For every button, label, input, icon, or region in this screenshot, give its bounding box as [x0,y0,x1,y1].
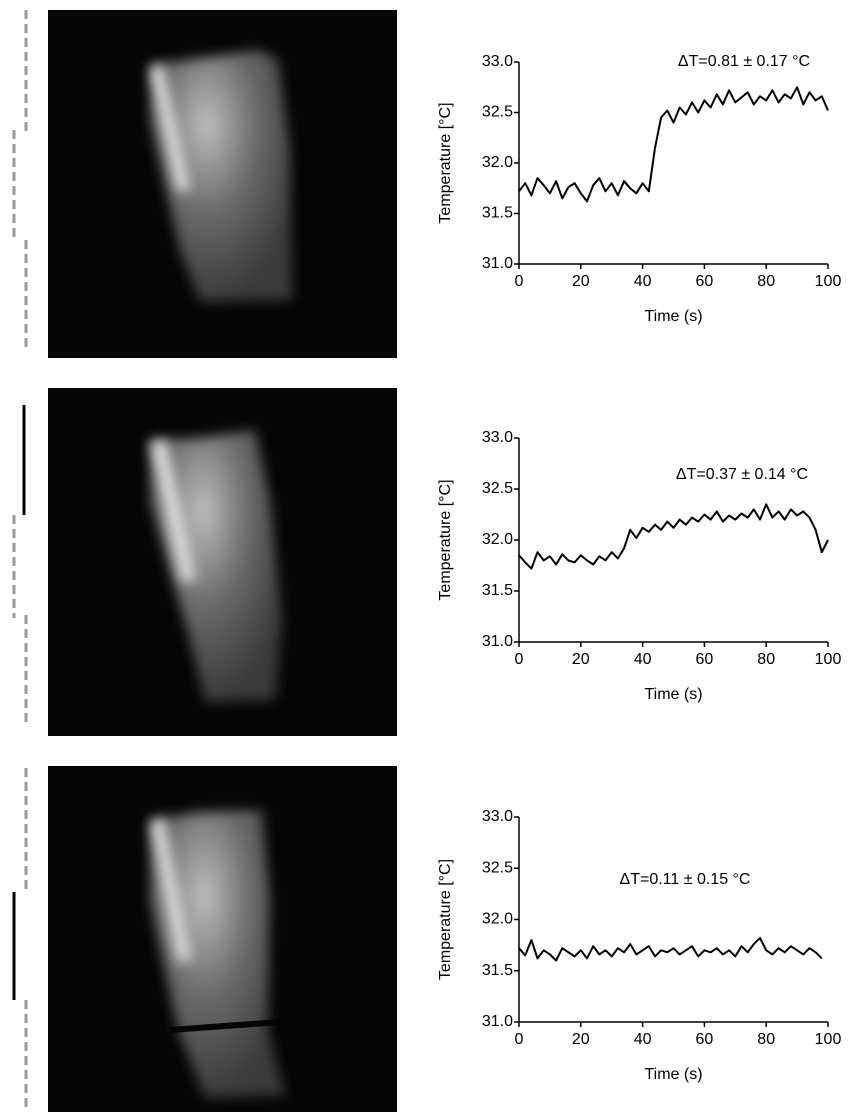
x-tick-label: 0 [515,651,524,668]
y-tick-label: 31.0 [482,633,513,650]
x-tick-label: 40 [634,1031,652,1048]
x-tick-label: 40 [634,273,652,290]
x-tick-label: 100 [815,651,842,668]
data-line [518,936,823,962]
annotation: ΔT=0.37 ± 0.14 °C [676,466,808,483]
x-tick-label: 20 [572,651,590,668]
y-tick-label: 32.0 [482,531,513,548]
y-tick-label: 31.0 [482,255,513,272]
y-axis-title: Temperature [°C] [437,479,454,600]
x-tick-label: 40 [634,651,652,668]
x-axis-title: Time (s) [644,308,702,325]
x-tick-label: 20 [572,1031,590,1048]
x-tick-label: 60 [696,1031,714,1048]
x-tick-label: 0 [515,273,524,290]
y-tick-label: 33.0 [482,53,513,70]
y-tick-label: 32.0 [482,911,513,928]
x-tick-label: 20 [572,273,590,290]
annotation: ΔT=0.81 ± 0.17 °C [678,53,810,70]
x-axis-title: Time (s) [644,686,702,703]
y-tick-label: 32.5 [482,859,513,876]
annotation: ΔT=0.11 ± 0.15 °C [620,871,751,888]
mri-image [48,766,397,1112]
x-tick-label: 0 [515,1031,524,1048]
y-tick-label: 32.5 [482,480,513,497]
x-tick-label: 80 [757,273,775,290]
y-tick-label: 32.5 [482,104,513,121]
mri-image [48,10,397,358]
x-tick-label: 60 [696,273,714,290]
x-tick-label: 80 [757,651,775,668]
y-tick-label: 31.5 [482,205,513,222]
x-tick-label: 100 [815,1031,842,1048]
mri-image [48,388,397,736]
y-tick-label: 32.0 [482,154,513,171]
y-tick-label: 31.5 [482,962,513,979]
y-tick-label: 31.5 [482,582,513,599]
data-line [518,86,829,203]
y-tick-label: 33.0 [482,808,513,825]
x-tick-label: 80 [757,1031,775,1048]
x-axis-title: Time (s) [644,1066,702,1083]
x-tick-label: 100 [815,273,842,290]
indicator-bars [12,10,28,1112]
y-axis-title: Temperature [°C] [437,859,454,980]
y-axis-title: Temperature [°C] [437,102,454,223]
data-line [518,503,829,570]
y-tick-label: 33.0 [482,429,513,446]
x-tick-label: 60 [696,651,714,668]
y-tick-label: 31.0 [482,1013,513,1030]
